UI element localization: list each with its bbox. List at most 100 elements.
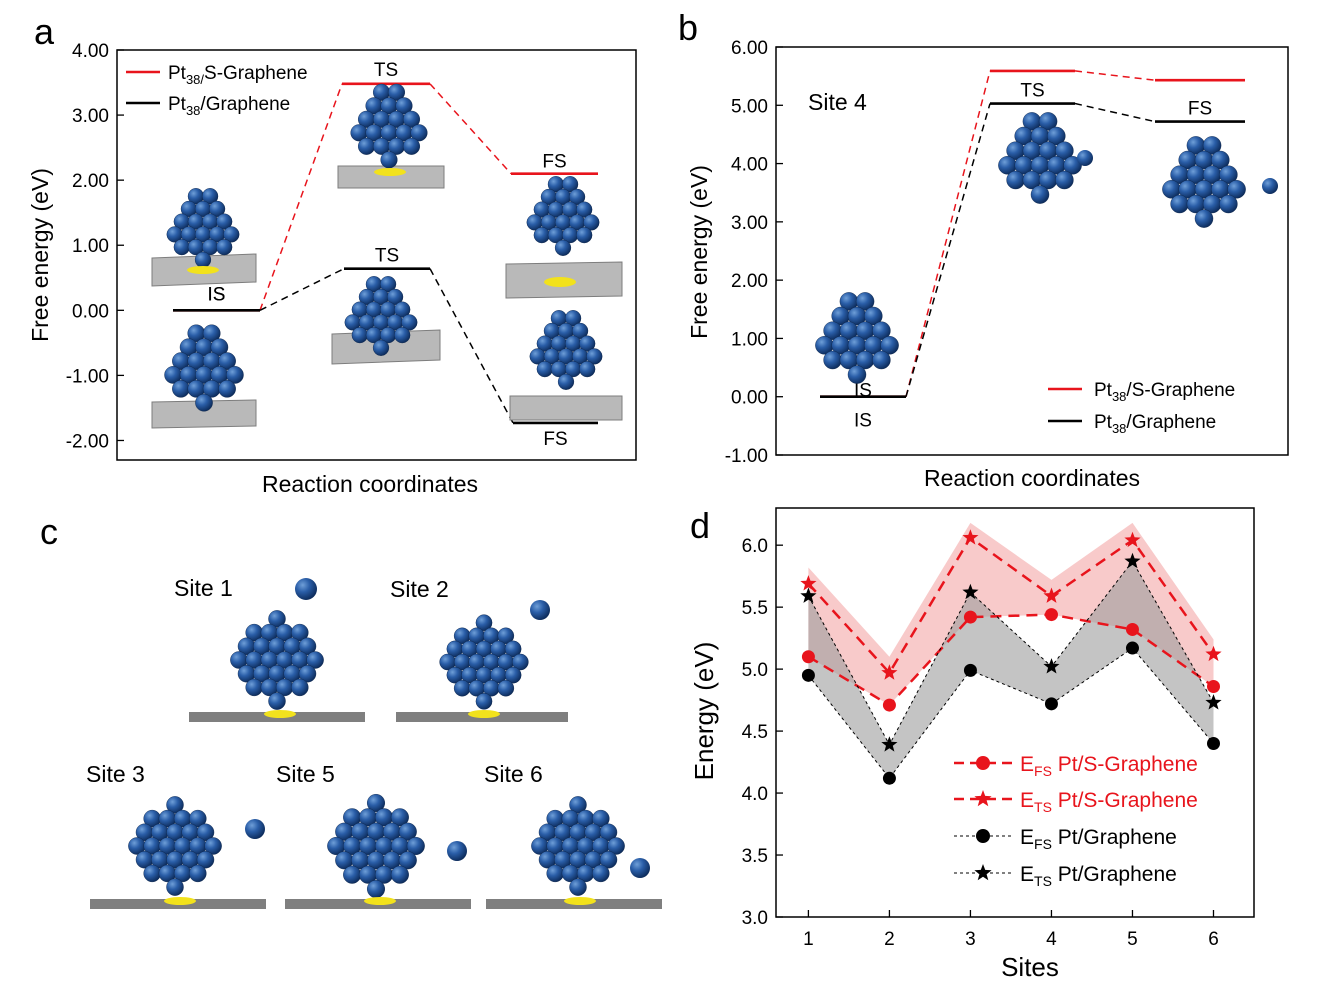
- data-point: [800, 587, 817, 603]
- data-point: [801, 650, 815, 664]
- y-tick-label: 1.00: [731, 329, 768, 350]
- pt-atom: [398, 822, 417, 841]
- pt-atom: [367, 794, 386, 813]
- site-5-structure: [285, 794, 471, 909]
- pt-atom: [390, 865, 409, 884]
- data-point: [962, 583, 979, 600]
- pt-atom: [196, 851, 215, 869]
- pt-atom: [406, 837, 425, 856]
- pt-atom: [504, 640, 522, 658]
- panel-b-legend: Pt38/S-Graphene Pt38/Graphene: [1048, 380, 1235, 436]
- adatom: [530, 600, 550, 620]
- state-label: IS: [854, 381, 872, 402]
- pt-atom: [1211, 150, 1230, 170]
- pt-atom: [218, 352, 236, 370]
- pt-atom: [173, 239, 190, 256]
- data-point: [1043, 587, 1060, 603]
- pt-atom: [475, 614, 493, 632]
- panel-d-x-ticks: 1 2 3 4 5 6: [803, 910, 1219, 950]
- adatom: [1077, 150, 1093, 166]
- pt-atom: [403, 110, 421, 128]
- pt-atom: [568, 188, 586, 206]
- series-line: [808, 647, 1214, 780]
- data-point: [1044, 608, 1058, 622]
- pt-atom: [223, 226, 240, 243]
- y-tick-label: 5.00: [731, 96, 768, 117]
- y-tick-label: 2.00: [731, 271, 768, 292]
- series-line: [807, 613, 1215, 707]
- pt-cluster: [529, 310, 603, 390]
- pt-atom: [569, 796, 587, 814]
- sulfur-dopant: [364, 897, 396, 905]
- connector-line: [905, 103, 991, 397]
- confidence-band: [808, 522, 1214, 706]
- legend-d-marker: [974, 790, 992, 807]
- pt-atom: [291, 623, 309, 642]
- pt-atom: [546, 864, 564, 883]
- panel-a-structure-ts: [331, 276, 441, 365]
- panel-b-structure-fs: [1162, 136, 1278, 228]
- pt-atom: [583, 214, 600, 231]
- pt-atom: [1063, 156, 1082, 175]
- panel-d-chart: 6.0 5.5 5.0 4.5 4.0 3.5 3.0 1 2 3 4 5 6 Energy (eV)…: [689, 507, 1255, 982]
- panel-a-ylabel: Free energy (eV): [27, 168, 53, 342]
- pt-atom: [395, 97, 413, 115]
- pt-cluster: [164, 324, 244, 412]
- pt-atom: [390, 808, 409, 827]
- legend-d-item-2: EFS Pt/Graphene: [954, 826, 1177, 852]
- pt-atom: [143, 864, 161, 883]
- pt-atom: [592, 809, 610, 828]
- panel-d-bands: [808, 522, 1214, 779]
- pt-atom: [557, 373, 575, 390]
- y-tick-label: 2.00: [72, 171, 109, 192]
- connector-line: [1074, 102, 1156, 123]
- pt-atom: [351, 327, 368, 344]
- site-2-structure: [396, 600, 568, 722]
- pt-atom: [533, 227, 550, 244]
- pt-atom: [245, 678, 263, 697]
- x-tick-label: 6: [1208, 929, 1219, 950]
- panel-d-frame: [775, 507, 1255, 918]
- pt-atom: [599, 823, 618, 841]
- pt-atom: [196, 823, 215, 841]
- pt-cluster: [128, 796, 222, 896]
- data-point: [1206, 679, 1220, 693]
- pt-atom: [387, 288, 404, 306]
- panel-label-a: a: [34, 11, 55, 52]
- adatom: [245, 819, 265, 839]
- pt-atom: [880, 336, 899, 355]
- legend-b-black-label: Pt38/Graphene: [1094, 412, 1216, 436]
- connector-line: [259, 267, 345, 311]
- pt-atom: [172, 379, 190, 398]
- legend-d-label-2: EFS Pt/Graphene: [1020, 826, 1177, 852]
- pt-atom: [586, 348, 603, 365]
- pt-atom: [571, 322, 589, 340]
- pt-atom: [306, 651, 324, 669]
- sulfur-dopant: [164, 897, 196, 905]
- sulfur-dopant: [187, 266, 219, 274]
- pt-atom: [372, 339, 390, 356]
- panel-a-structure-fs: [509, 310, 623, 421]
- pt-atom: [823, 350, 842, 370]
- pt-atom: [410, 124, 428, 142]
- data-point: [1044, 697, 1058, 711]
- data-point: [881, 664, 898, 680]
- data-point: [800, 575, 817, 591]
- legend-d-item-3: ETS Pt/Graphene: [954, 863, 1177, 889]
- y-tick-label: 3.5: [742, 846, 768, 867]
- y-tick-label: 3.00: [72, 106, 109, 127]
- pt-atom: [401, 314, 418, 331]
- x-tick-label: 1: [803, 929, 814, 950]
- x-tick-label: 5: [1127, 929, 1138, 950]
- data-point: [963, 610, 977, 624]
- data-point: [882, 771, 896, 785]
- connector-line: [905, 70, 991, 397]
- panel-c-site-structures: Site 1 Site 2 Site 3 Site 5 Site 6: [86, 575, 662, 909]
- site-label-2: Site 2: [390, 576, 449, 602]
- legend-d-label-1: ETS Pt/S-Graphene: [1020, 789, 1198, 815]
- pt-atom: [194, 251, 212, 268]
- y-tick-label: 6.0: [742, 536, 768, 557]
- data-point: [963, 663, 977, 677]
- graphene-sheet: [151, 399, 257, 429]
- panel-b-site-annotation: Site 4: [808, 89, 867, 115]
